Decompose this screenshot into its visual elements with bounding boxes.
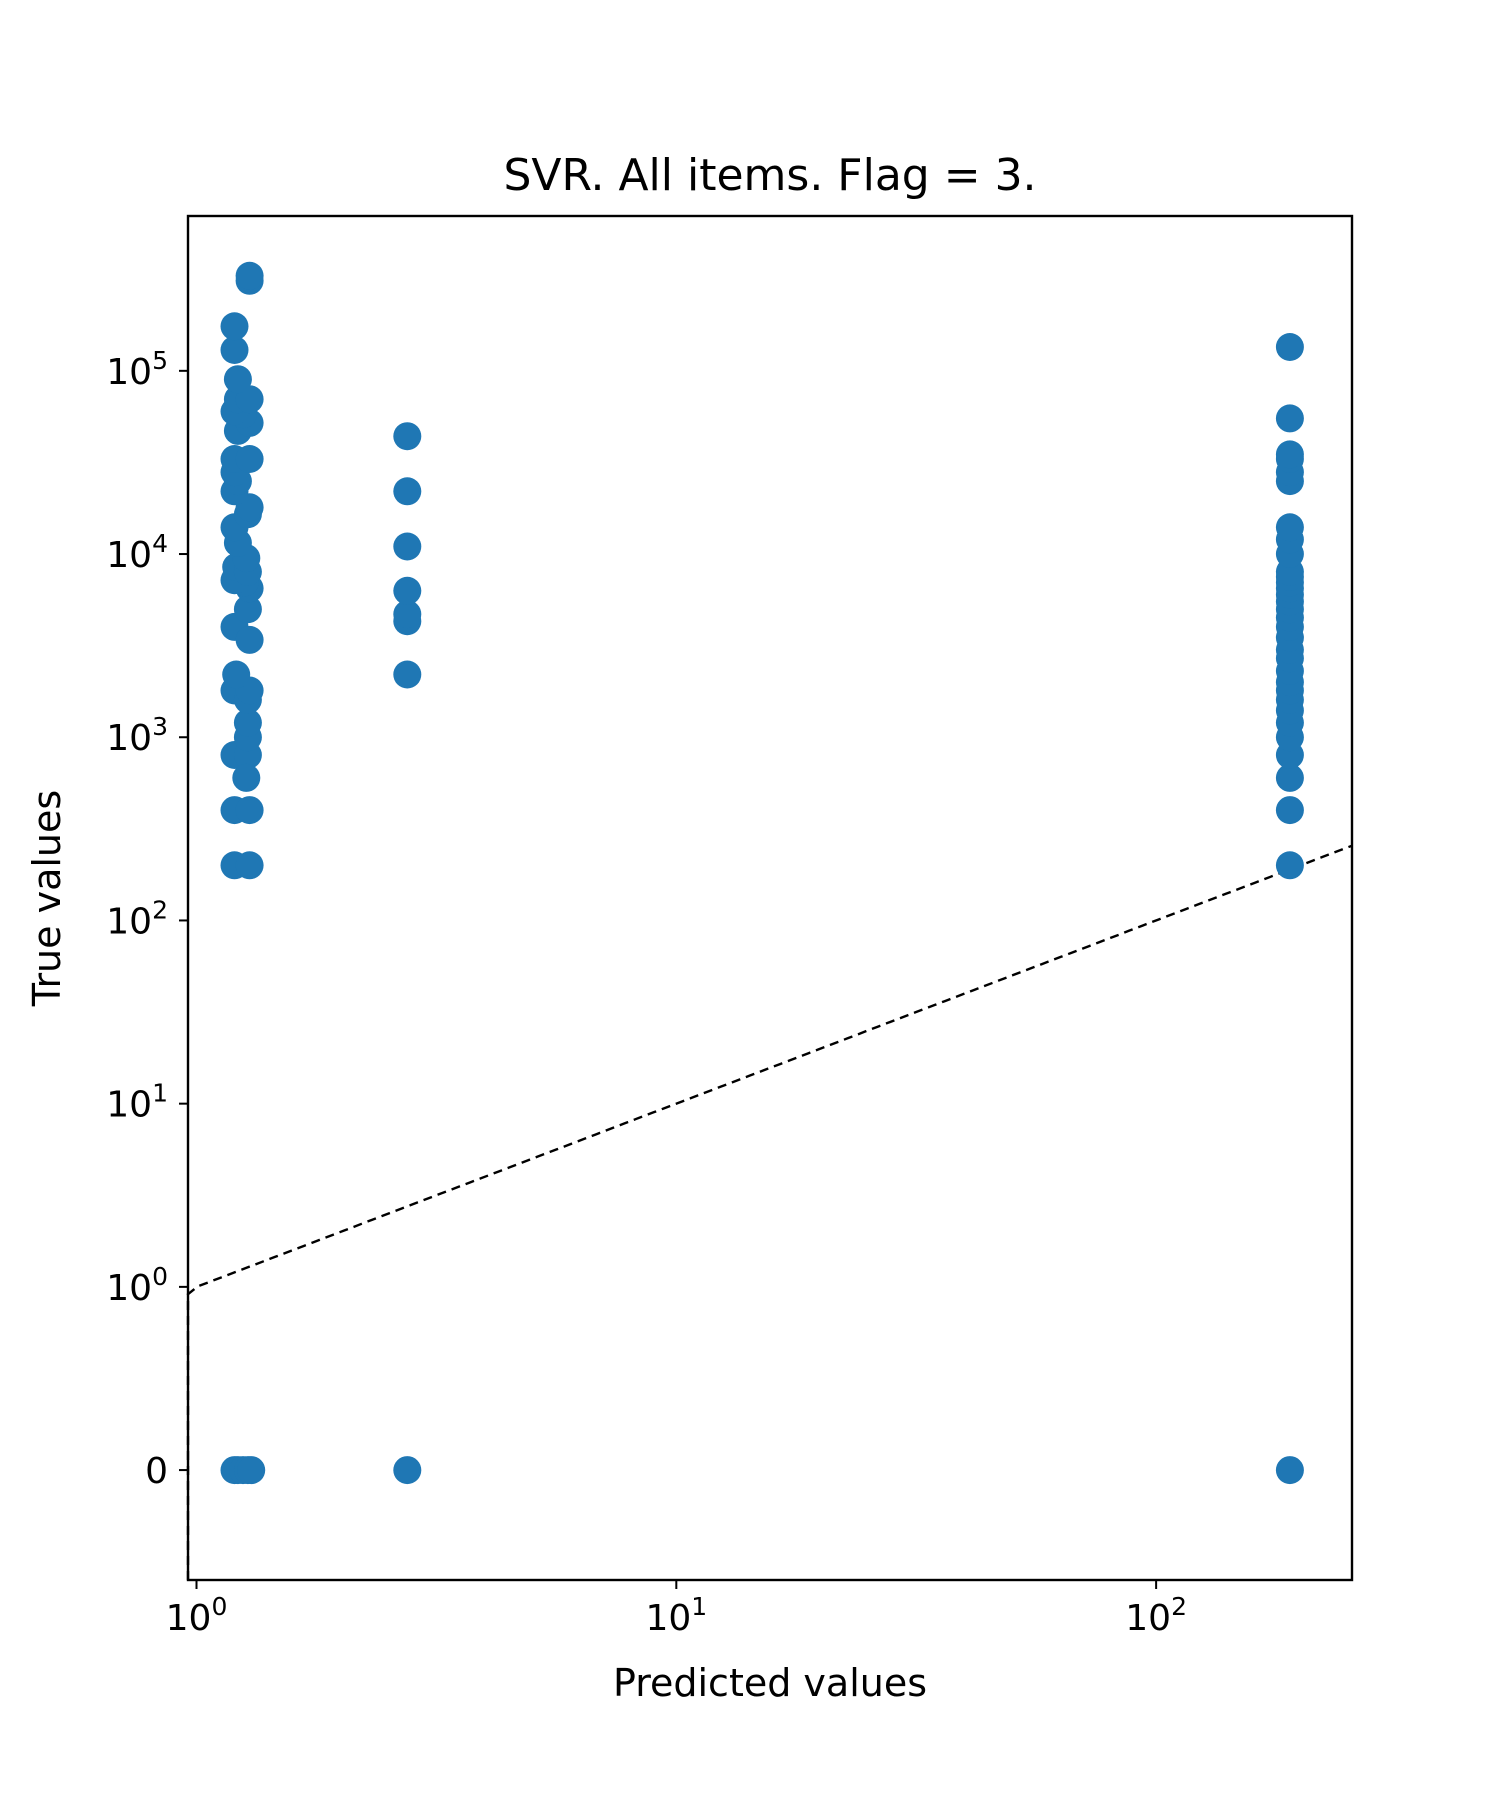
scatter-point <box>233 595 262 624</box>
scatter-point <box>220 336 249 364</box>
scatter-point <box>1275 513 1304 542</box>
y-tick-label: 100 <box>106 1262 168 1309</box>
scatter-point <box>235 796 264 825</box>
x-axis-ticks: 100 101 102 <box>166 1580 1187 1639</box>
scatter-point <box>235 851 264 880</box>
scatter-point <box>393 532 422 561</box>
scatter-point <box>393 422 422 451</box>
scatter-point <box>1275 851 1304 880</box>
scatter-point <box>235 261 264 290</box>
scatter-point <box>1275 440 1304 469</box>
y-tick-label: 104 <box>106 529 168 576</box>
x-tick-label: 101 <box>645 1592 707 1639</box>
y-axis-label: True values <box>25 790 69 1007</box>
scatter-point <box>393 477 422 506</box>
scatter-point <box>393 600 422 629</box>
scatter-point <box>223 365 252 394</box>
x-tick-label: 100 <box>166 1592 228 1639</box>
scatter-point <box>1275 763 1304 792</box>
y-tick-label: 102 <box>106 895 168 942</box>
scatter-point <box>1275 333 1304 361</box>
scatter-point <box>393 660 422 689</box>
scatter-point <box>222 660 251 689</box>
points-layer <box>220 261 1304 1485</box>
reference-line-layer <box>186 844 1353 1580</box>
scatter-point <box>235 445 264 473</box>
scatter-point <box>237 1456 266 1485</box>
scatter-point <box>233 708 262 737</box>
x-tick-label: 102 <box>1125 1592 1187 1639</box>
scatter-point <box>1275 796 1304 825</box>
x-axis-label: Predicted values <box>613 1661 927 1705</box>
y-axis-ticks: 0 100 101 102 103 104 105 <box>106 346 188 1492</box>
chart-title: SVR. All items. Flag = 3. <box>503 150 1036 201</box>
reference-line <box>186 844 1353 1580</box>
scatter-point <box>235 625 264 654</box>
scatter-point <box>1275 1456 1304 1485</box>
y-tick-label: 105 <box>106 346 168 393</box>
scatter-point <box>220 312 249 341</box>
scatter-point <box>393 576 422 605</box>
y-tick-label: 101 <box>106 1079 168 1126</box>
y-tick-label: 0 <box>145 1451 168 1492</box>
scatter-point <box>393 1456 422 1485</box>
plot-frame <box>186 214 1354 1582</box>
y-tick-label: 103 <box>106 712 168 759</box>
scatter-point <box>1275 404 1304 433</box>
scatter-point <box>232 763 261 792</box>
